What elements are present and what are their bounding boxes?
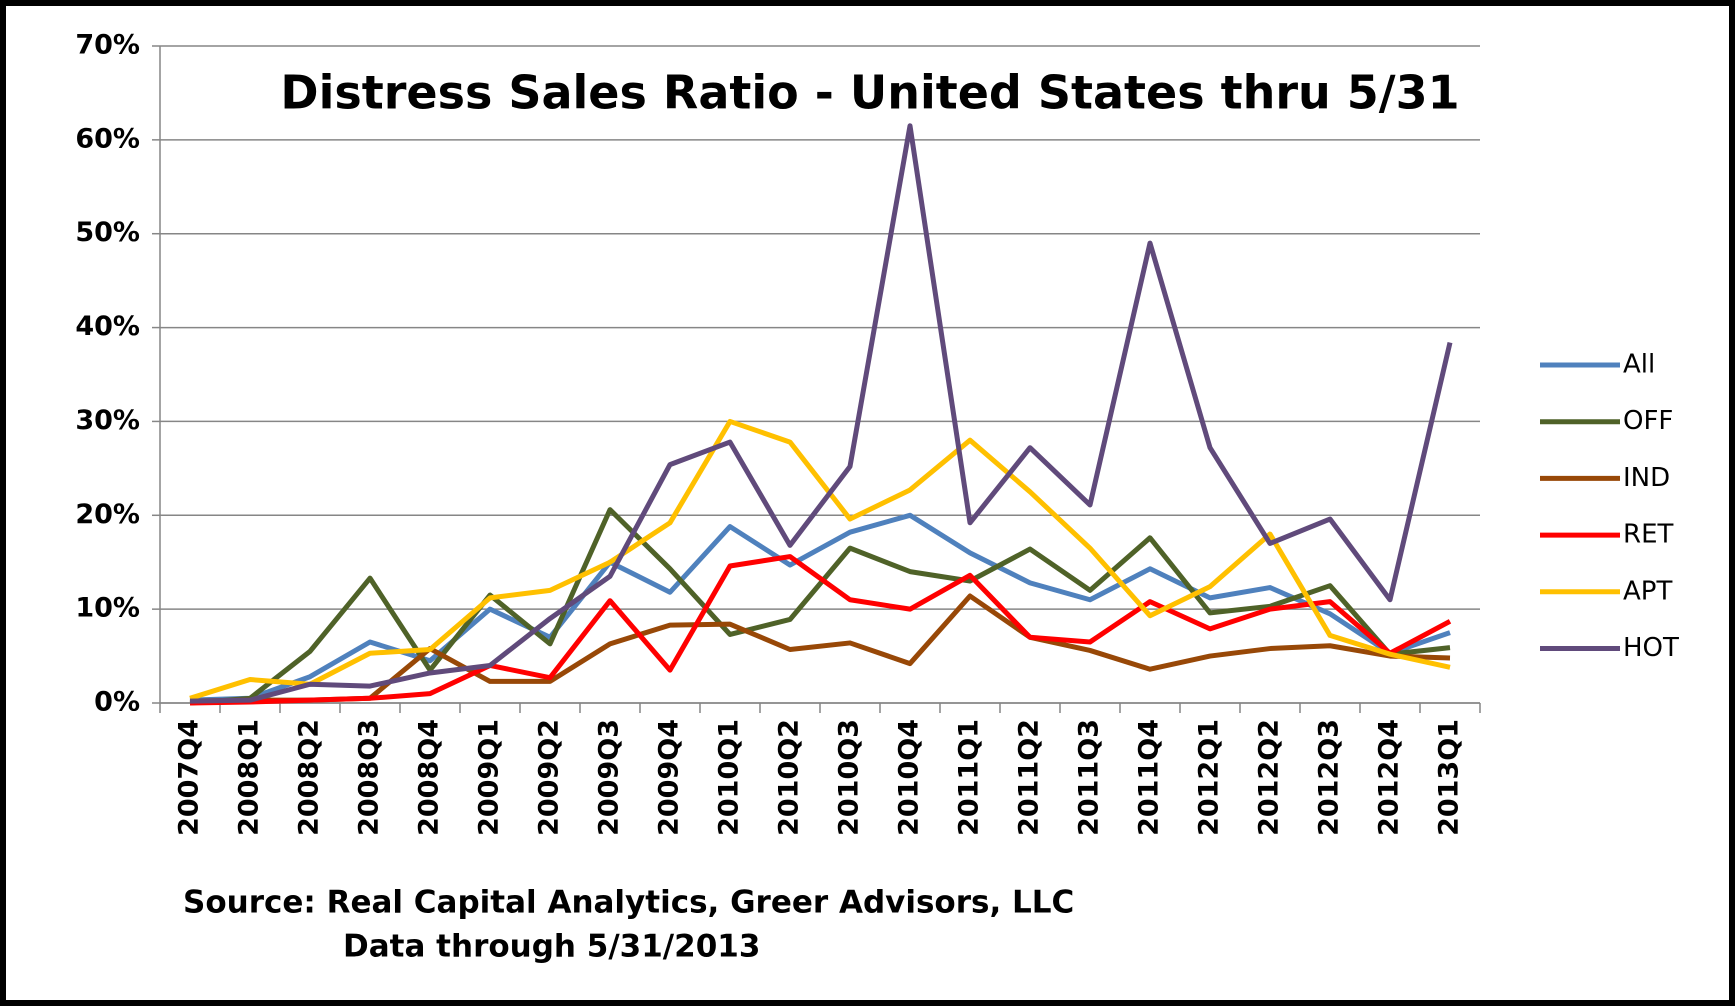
chart-title: Distress Sales Ratio - United States thr… [280, 66, 1459, 120]
legend-label: RET [1623, 520, 1673, 550]
y-tick-label: 50% [75, 217, 140, 248]
series-line [189, 593, 1451, 704]
series-line [189, 123, 1453, 704]
y-tick-label: 30% [75, 405, 140, 436]
y-tick-label: 20% [75, 499, 140, 530]
x-tick-label: 2011Q2 [1014, 719, 1045, 836]
y-tick-label: 10% [75, 593, 140, 624]
series-line [189, 507, 1451, 706]
x-tick-label: 2008Q1 [234, 719, 265, 836]
x-tick-label: 2013Q1 [1434, 719, 1465, 836]
x-tick-label: 2010Q4 [894, 719, 925, 836]
x-tick-label: 2012Q1 [1194, 719, 1225, 836]
legend-label: APT [1623, 576, 1672, 606]
data-note: Data through 5/31/2013 [343, 929, 760, 965]
x-tick-label: 2009Q2 [534, 719, 565, 836]
x-tick-label: 2008Q4 [414, 719, 445, 836]
y-tick-label: 40% [75, 311, 140, 342]
y-tick-label: 0% [94, 687, 140, 718]
x-tick-label: 2010Q1 [714, 719, 745, 836]
x-tick-label: 2011Q4 [1134, 719, 1165, 836]
x-tick-label: 2011Q3 [1074, 719, 1105, 836]
x-tick-label: 2010Q2 [774, 719, 805, 836]
legend-label: HOT [1623, 633, 1679, 663]
source-note: Source: Real Capital Analytics, Greer Ad… [183, 885, 1074, 921]
x-tick-label: 2011Q1 [954, 719, 985, 836]
y-tick-label: 70% [75, 30, 140, 61]
x-tick-label: 2010Q3 [834, 719, 865, 836]
series-line [189, 418, 1451, 701]
x-tick-label: 2012Q4 [1374, 719, 1405, 836]
x-tick-label: 2012Q3 [1314, 719, 1345, 836]
x-tick-label: 2008Q2 [294, 719, 325, 836]
x-tick-label: 2009Q1 [474, 719, 505, 836]
x-tick-label: 2009Q4 [654, 719, 685, 836]
x-tick-label: 2007Q4 [174, 719, 205, 836]
legend-label: IND [1623, 463, 1670, 493]
x-tick-label: 2008Q3 [354, 719, 385, 836]
x-tick-label: 2009Q3 [594, 719, 625, 836]
y-tick-label: 60% [75, 123, 140, 154]
series-line [189, 554, 1452, 706]
legend-label: OFF [1623, 406, 1673, 436]
legend-label: All [1623, 350, 1655, 380]
x-tick-label: 2012Q2 [1254, 719, 1285, 836]
